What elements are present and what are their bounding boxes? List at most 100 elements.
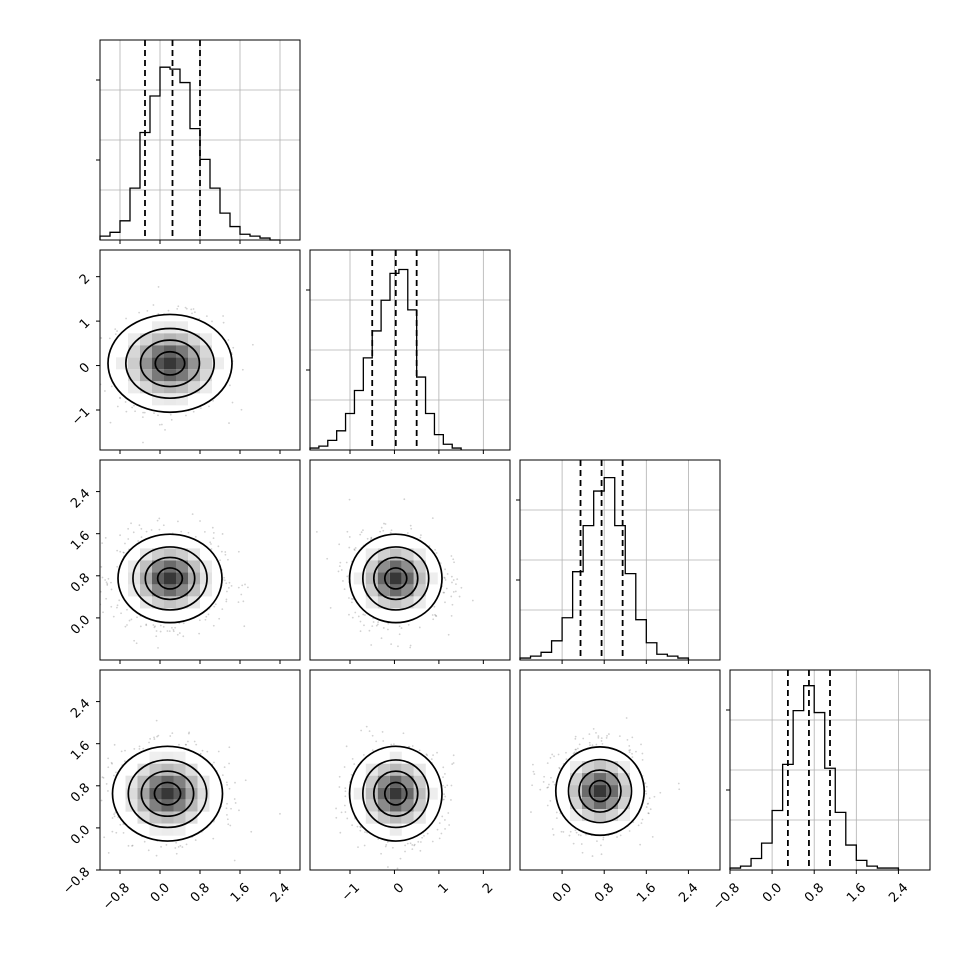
scatter-point (109, 421, 112, 424)
scatter-point (106, 584, 109, 586)
scatter-point (425, 753, 428, 756)
scatter-point (550, 776, 552, 779)
scatter-point (243, 625, 246, 628)
density-block (377, 787, 390, 800)
scatter-point (107, 851, 110, 854)
scatter-point (126, 608, 128, 611)
scatter-point (156, 519, 159, 522)
scatter-point (339, 561, 342, 564)
scatter-point (443, 577, 446, 579)
scatter-point (372, 621, 375, 623)
scatter-point (315, 530, 318, 533)
scatter-point (231, 401, 234, 404)
scatter-point (192, 410, 195, 413)
density-block (197, 787, 210, 800)
scatter-point (195, 743, 198, 746)
density-panel-p1-p2 (309, 459, 511, 664)
scatter-point (135, 642, 138, 645)
scatter-point (221, 774, 224, 777)
scatter-point (326, 557, 329, 560)
scatter-point (164, 429, 166, 431)
scatter-point (222, 315, 225, 317)
contour-line-2 (372, 556, 419, 601)
density-block (413, 572, 426, 585)
scatter-point (141, 416, 144, 419)
scatter-point (145, 530, 148, 533)
scatter-point (431, 840, 434, 843)
scatter-point (370, 644, 373, 646)
density-block (365, 584, 378, 597)
panel-frame (309, 669, 511, 871)
scatter-point (221, 533, 224, 535)
scatter-point (208, 405, 210, 408)
scatter-point (364, 831, 366, 833)
scatter-point (338, 786, 341, 788)
scatter-point (398, 633, 401, 636)
scatter-point (404, 850, 406, 853)
scatter-point (107, 757, 110, 760)
scatter-point (384, 845, 387, 848)
density-block (161, 823, 174, 836)
scatter-point (553, 755, 555, 758)
scatter-point (434, 613, 436, 616)
density-block (176, 333, 188, 346)
scatter-point (213, 761, 215, 764)
scatter-point (234, 781, 236, 784)
density-block (161, 763, 174, 776)
scatter-point (351, 824, 354, 827)
density-block (137, 799, 150, 812)
histogram-step-p2 (519, 476, 690, 660)
scatter-point (419, 841, 422, 843)
scatter-point (104, 579, 107, 581)
contour-line-3 (127, 759, 208, 829)
scatter-point (166, 630, 169, 632)
scatter-point (595, 743, 598, 746)
scatter-point (174, 847, 177, 849)
density-block (137, 811, 150, 824)
density-blocks (116, 321, 224, 406)
scatter-point (185, 843, 188, 846)
density-block (401, 596, 414, 609)
scatter-point (595, 731, 597, 734)
scatter-point (353, 549, 356, 551)
density-block (152, 357, 164, 370)
density-block (185, 775, 198, 788)
scatter-point (198, 632, 201, 635)
scatter-point (442, 766, 445, 769)
scatter-point (340, 569, 343, 571)
scatter-point (409, 646, 412, 649)
scatter-point (223, 576, 226, 579)
density-block (389, 787, 402, 800)
scatter-point (212, 531, 215, 534)
scatter-point (175, 852, 178, 855)
scatter-point (131, 845, 133, 847)
scatter-point (390, 529, 393, 532)
density-block (413, 787, 426, 800)
density-block (401, 775, 414, 788)
scatter-point (442, 591, 445, 594)
scatter-point (133, 748, 136, 750)
scatter-point (187, 531, 190, 534)
scatter-point (146, 309, 149, 312)
scatter-point (375, 624, 378, 627)
contour-line-4 (107, 313, 233, 414)
scatter-point (380, 526, 383, 529)
scatter-point (351, 616, 354, 619)
histogram-step-p0 (99, 66, 280, 241)
density-block (365, 548, 378, 561)
scatter-point (153, 736, 155, 739)
scatter-point (123, 551, 125, 554)
density-block (152, 560, 164, 573)
histogram-panel-p1 (306, 249, 511, 454)
scatter-point (350, 601, 353, 604)
scatter-point (225, 781, 228, 784)
scatter-point (225, 600, 228, 603)
scatter-point (390, 743, 393, 746)
scatter-point (194, 535, 197, 538)
scatter-point (101, 542, 104, 545)
scatter-point (113, 813, 115, 816)
scatter-point (346, 575, 349, 578)
scatter-point (421, 836, 424, 839)
scatter-point (178, 743, 180, 746)
scatter-point (450, 614, 453, 617)
